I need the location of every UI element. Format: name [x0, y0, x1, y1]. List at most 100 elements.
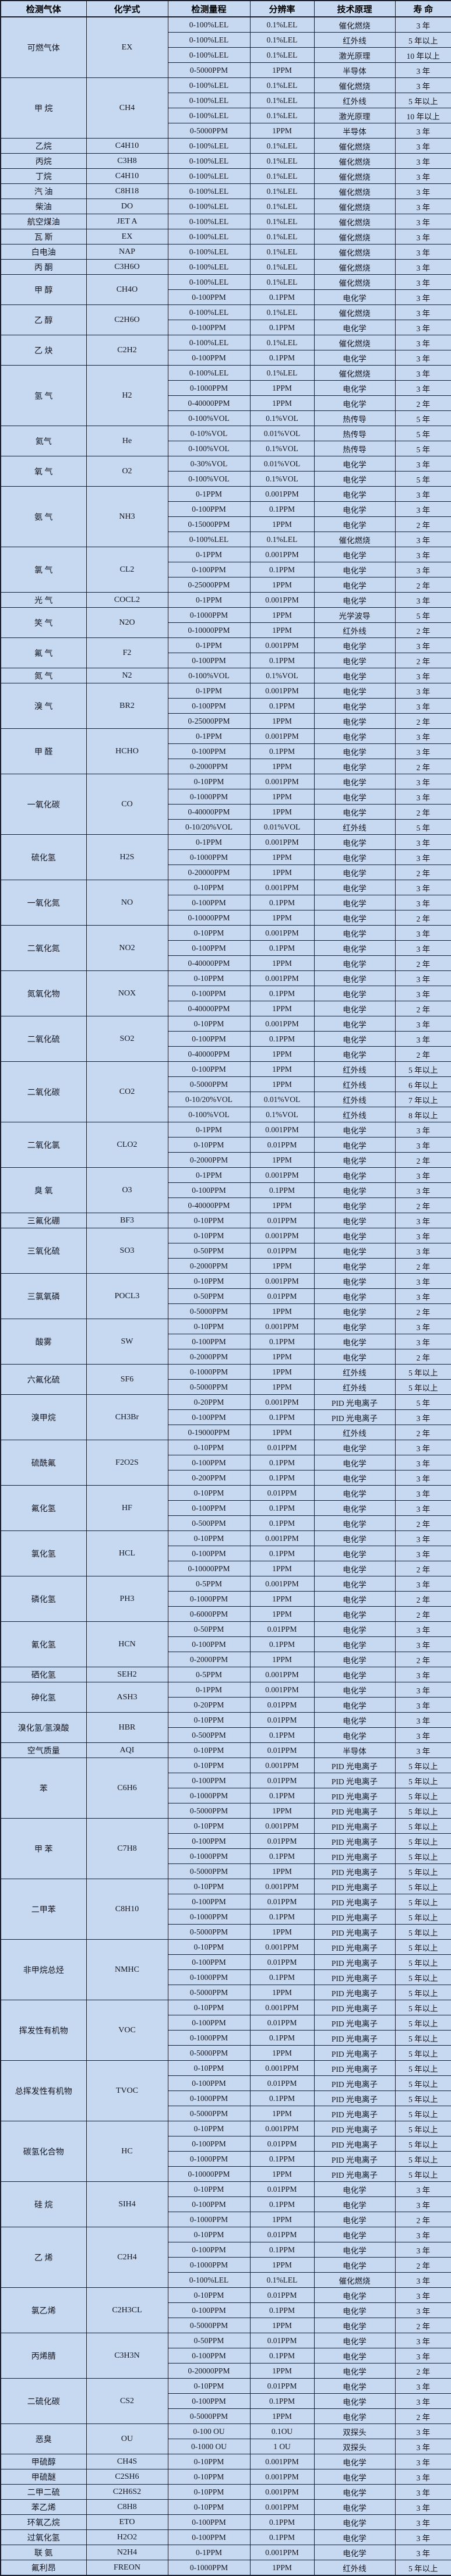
range-cell: 0-100PPM [167, 1409, 251, 1425]
table-row: 0-100PPM 0.1PPM 电化学 3 年 [1, 1031, 451, 1047]
table-row: 0-100PPM 0.1PPM 电化学 3 年 [1, 940, 451, 956]
range-cell: 0-100PPM [167, 2196, 251, 2212]
table-row: 0-100PPM 0.1PPM 电化学 3 年 [1, 2348, 451, 2364]
formula-cell: C7H8 [86, 1818, 168, 1879]
resolution-cell: 1 OU [249, 2439, 315, 2454]
resolution-cell: 0.1PPM [249, 1334, 315, 1349]
gas-name-cell: 甲 醛 [0, 728, 87, 774]
range-cell: 0-100 OU [167, 2423, 251, 2439]
principle-cell: 电化学 [313, 789, 396, 805]
gas-name-cell: 环氧乙烷 [0, 2514, 87, 2530]
formula-cell: O2 [86, 456, 168, 487]
principle-cell: PID 光电离子 [313, 2151, 396, 2167]
formula-cell: NOX [86, 970, 168, 1016]
range-cell: 0-5000PPM [167, 1379, 251, 1395]
principle-cell: 催化燃烧 [313, 138, 396, 154]
lifespan-cell: 3 年 [394, 2302, 451, 2318]
formula-cell: He [86, 426, 168, 456]
principle-cell: 电化学 [313, 1122, 396, 1138]
gas-name-cell: 二氧化氯 [0, 1122, 87, 1168]
lifespan-cell: 3 年 [394, 2227, 451, 2242]
formula-cell: C2H3CL [86, 2287, 168, 2333]
formula-cell: C2H4 [86, 2227, 168, 2288]
gas-name-cell: 氟化氢 [0, 1485, 87, 1531]
range-cell: 0-2000PPM [167, 1349, 251, 1365]
lifespan-cell: 5 年以上 [394, 1924, 451, 1940]
range-cell: 0-100%LEL [167, 274, 251, 290]
resolution-cell: 0.01PPM [249, 1954, 315, 1970]
gas-name-cell: 白电油 [0, 244, 87, 260]
resolution-cell: 1PPM [249, 1258, 315, 1274]
table-row: 氢 气 H2 0-100%LEL 0.1%LEL 催化燃烧 3 年 [0, 365, 451, 426]
lifespan-cell: 5 年以上 [394, 1773, 451, 1788]
gas-name-cell: 丙烷 [0, 153, 87, 169]
column-header-3: 分辨率 [249, 0, 315, 17]
table-row: 0-100PPM 0.1PPM 电化学 3 年 [1, 562, 451, 577]
lifespan-cell: 3 年 [394, 1576, 451, 1592]
principle-cell: PID 光电离子 [313, 1394, 396, 1410]
range-cell: 0-10PPM [167, 2060, 251, 2076]
table-row: 0-100PPM 0.1PPM 电化学 3 年 [1, 1455, 451, 1471]
table-row: 三氧化硫 SO3 0-10PPM 0.001PPM 电化学 3 年 [0, 1228, 451, 1274]
table-row: 0-500PPM 0.1PPM 电化学 2 年 [1, 1515, 451, 1531]
resolution-cell: 0.1PPM [249, 1515, 315, 1531]
range-cell: 0-10PPM [167, 1879, 251, 1894]
range-cell: 0-1000PPM [167, 1591, 251, 1607]
formula-cell: CO2 [86, 1061, 168, 1122]
principle-cell: 催化燃烧 [313, 183, 396, 199]
range-cell: 0-100%LEL [167, 16, 251, 33]
range-cell: 0-100PPM [167, 986, 251, 1001]
resolution-cell: 0.1PPM [249, 1470, 315, 1486]
lifespan-cell: 3 年 [394, 153, 451, 169]
principle-cell: PID 光电离子 [313, 2075, 396, 2091]
principle-cell: 电化学 [313, 1182, 396, 1198]
formula-cell: SW [86, 1319, 168, 1365]
lifespan-cell: 2 年 [394, 1561, 451, 1576]
principle-cell: PID 光电离子 [313, 2015, 396, 2031]
header-row: 检测气体 化学式 检测量程 分辨率 技术原理寿 命 [0, 0, 451, 17]
gas-name-cell: 笑 气 [0, 607, 87, 638]
range-cell: 0-20000PPM [167, 864, 251, 880]
table-row: 硫酰氟 F2O2S 0-10PPM 0.01PPM 电化学 3 年 [0, 1440, 451, 1486]
table-row: 0-100PPM 0.1PPM 电化学 3 年 [1, 1546, 451, 1561]
principle-cell: 电化学 [313, 1712, 396, 1728]
gas-name-cell: 丁烷 [0, 168, 87, 184]
principle-cell: PID 光电离子 [313, 1969, 396, 1985]
range-cell: 0-100%LEL [167, 47, 251, 63]
principle-cell: 热传导 [313, 441, 396, 456]
lifespan-cell: 3 年 [394, 562, 451, 577]
range-cell: 0-100%LEL [167, 244, 251, 260]
range-cell: 0-1PPM [167, 547, 251, 562]
range-cell: 0-100PPM [167, 940, 251, 956]
principle-cell: 电化学 [313, 1591, 396, 1607]
table-row: 0-5000PPM 1PPM 红外线 6 年以上 [1, 1076, 451, 1092]
table-row: 氧 气 O2 0-30%VOL 0.01%VOL 电化学 3 年 [0, 456, 451, 487]
range-cell: 0-1PPM [167, 1682, 251, 1698]
principle-cell: 半导体 [313, 123, 396, 139]
resolution-cell: 1PPM [249, 577, 315, 593]
table-row: 0-100PPM 0.1PPM 电化学 3 年 [1, 320, 451, 335]
resolution-cell: 0.1%LEL [249, 93, 315, 108]
range-cell: 0-10PPM [167, 1228, 251, 1243]
principle-cell: 电化学 [313, 1530, 396, 1546]
table-row: 0-10/20%VOL 0.01%VOL 红外线 5 年 [1, 819, 451, 835]
formula-cell: C4H10 [86, 168, 168, 184]
principle-cell: PID 光电离子 [313, 1833, 396, 1849]
principle-cell: 电化学 [313, 471, 396, 487]
range-cell: 0-1PPM [167, 637, 251, 653]
lifespan-cell: 2 年 [394, 713, 451, 729]
range-cell: 0-100%LEL [167, 32, 251, 48]
gas-name-cell: 溴甲烷 [0, 1394, 87, 1440]
formula-cell: COCL2 [86, 592, 168, 608]
resolution-cell: 1PPM [249, 1197, 315, 1213]
range-cell: 0-100%VOL [167, 1107, 251, 1122]
range-cell: 0-15000PPM [167, 516, 251, 532]
lifespan-cell: 2 年 [394, 653, 451, 668]
range-cell: 0-1PPM [167, 592, 251, 608]
resolution-cell: 0.01PPM [249, 2227, 315, 2242]
lifespan-cell: 3 年 [394, 2196, 451, 2212]
principle-cell: 催化燃烧 [313, 199, 396, 214]
range-cell: 0-100PPM [167, 743, 251, 759]
principle-cell: PID 光电离子 [313, 2090, 396, 2106]
resolution-cell: 0.01PPM [249, 1621, 315, 1637]
